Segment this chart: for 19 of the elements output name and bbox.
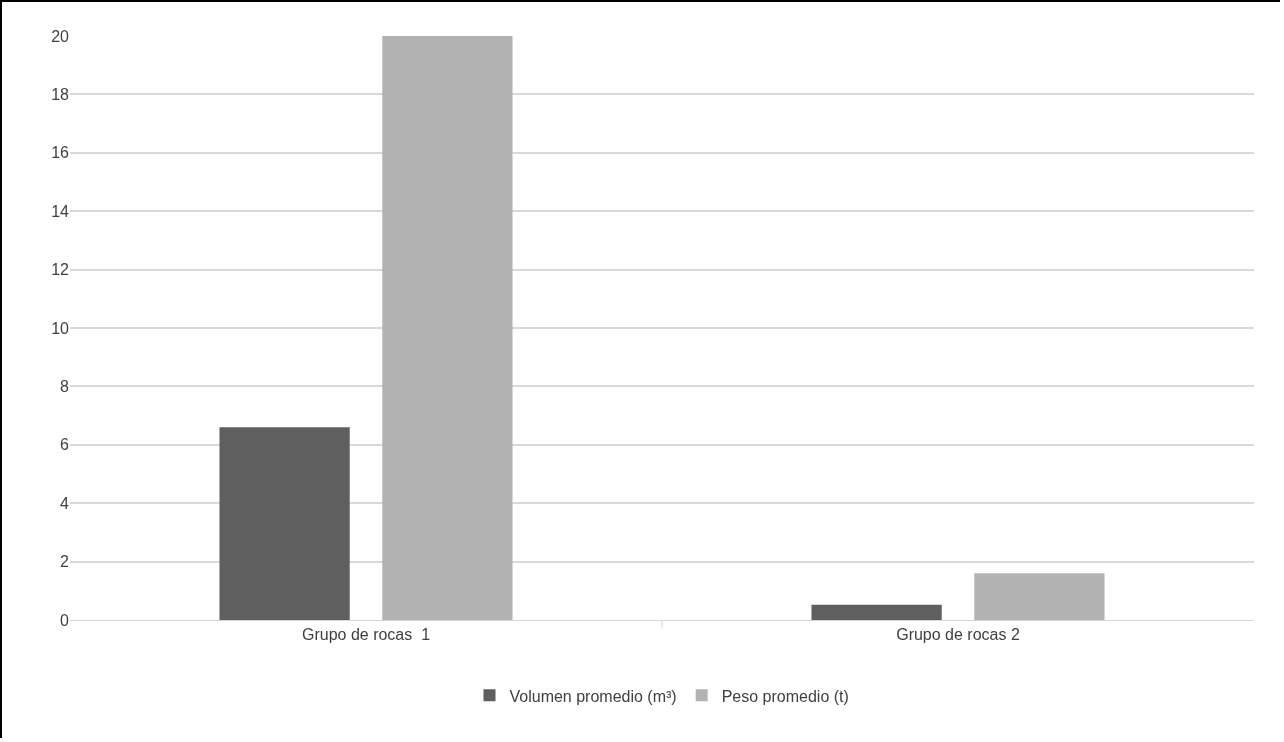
y-tick-label: 8 bbox=[60, 378, 70, 395]
x-tick-label: Grupo de rocas 1 bbox=[301, 626, 431, 644]
legend-label: Volumen promedio (m³) bbox=[509, 687, 677, 705]
y-tick-label: 20 bbox=[51, 27, 70, 45]
bar bbox=[811, 604, 942, 620]
bar bbox=[974, 573, 1105, 620]
y-tick-label: 6 bbox=[60, 436, 70, 454]
y-tick-label: 14 bbox=[51, 202, 70, 220]
y-tick-label: 2 bbox=[60, 553, 70, 571]
y-tick-label: 0 bbox=[60, 611, 70, 629]
y-tick-label: 16 bbox=[51, 144, 70, 162]
y-tick-label: 10 bbox=[51, 319, 70, 337]
y-tick-label: 12 bbox=[51, 261, 70, 279]
bar bbox=[219, 427, 350, 620]
bar bbox=[382, 36, 513, 620]
x-tick-label: Grupo de rocas 2 bbox=[896, 626, 1020, 644]
legend-label: Peso promedio (t) bbox=[721, 687, 849, 705]
y-tick-label: 4 bbox=[60, 494, 70, 512]
y-tick-label: 18 bbox=[51, 86, 70, 103]
